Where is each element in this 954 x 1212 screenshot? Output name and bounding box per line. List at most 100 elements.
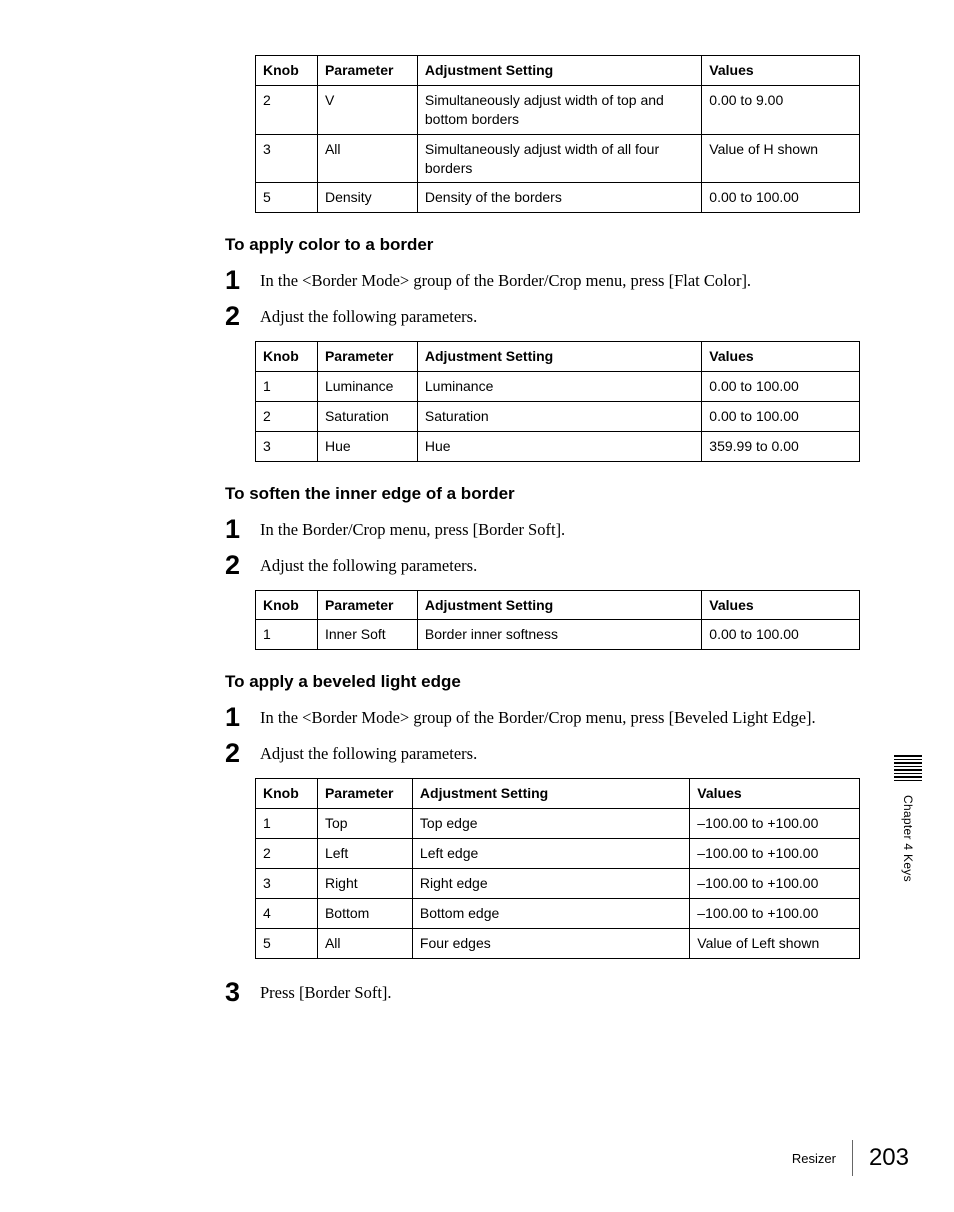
th-val: Values (702, 342, 860, 372)
step-number: 1 (225, 510, 240, 549)
cell: Value of Left shown (690, 928, 860, 958)
table-row: 3 Right Right edge –100.00 to +100.00 (256, 868, 860, 898)
th-knob: Knob (256, 56, 318, 86)
table-row: 1 Luminance Luminance 0.00 to 100.00 (256, 372, 860, 402)
cell: Bottom (317, 898, 412, 928)
step-text: Press [Border Soft]. (260, 983, 392, 1002)
cell: Saturation (417, 401, 701, 431)
cell: 2 (256, 85, 318, 134)
side-tab-label: Chapter 4 Keys (901, 795, 915, 882)
step-number: 1 (225, 261, 240, 300)
side-tab-bars-icon (894, 755, 922, 781)
cell: 3 (256, 868, 318, 898)
cell: Saturation (317, 401, 417, 431)
cell: 0.00 to 100.00 (702, 401, 860, 431)
th-param: Parameter (317, 342, 417, 372)
cell: 0.00 to 100.00 (702, 620, 860, 650)
step-item: 3 Press [Border Soft]. (225, 981, 864, 1005)
th-val: Values (702, 590, 860, 620)
cell: 1 (256, 372, 318, 402)
step-number: 2 (225, 734, 240, 773)
cell: 4 (256, 898, 318, 928)
cell: 5 (256, 183, 318, 213)
footer-divider (852, 1140, 853, 1176)
cell: 2 (256, 401, 318, 431)
step-number: 2 (225, 297, 240, 336)
steps-beveled-edge: 1 In the <Border Mode> group of the Bord… (225, 706, 864, 766)
table-row: 1 Top Top edge –100.00 to +100.00 (256, 809, 860, 839)
cell: Four edges (412, 928, 689, 958)
th-knob: Knob (256, 590, 318, 620)
cell: –100.00 to +100.00 (690, 839, 860, 869)
th-param: Parameter (317, 779, 412, 809)
cell: V (317, 85, 417, 134)
color-params-table: Knob Parameter Adjustment Setting Values… (255, 341, 860, 462)
table-row: 2 V Simultaneously adjust width of top a… (256, 85, 860, 134)
table-row: 4 Bottom Bottom edge –100.00 to +100.00 (256, 898, 860, 928)
steps-beveled-edge-3: 3 Press [Border Soft]. (225, 981, 864, 1005)
cell: Simultaneously adjust width of top and b… (417, 85, 701, 134)
steps-apply-color: 1 In the <Border Mode> group of the Bord… (225, 269, 864, 329)
table-row: 2 Saturation Saturation 0.00 to 100.00 (256, 401, 860, 431)
step-text: In the <Border Mode> group of the Border… (260, 708, 816, 727)
step-text: Adjust the following parameters. (260, 556, 477, 575)
step-item: 2 Adjust the following parameters. (225, 554, 864, 578)
cell: Top (317, 809, 412, 839)
table-row: 5 All Four edges Value of Left shown (256, 928, 860, 958)
th-val: Values (702, 56, 860, 86)
cell: Right (317, 868, 412, 898)
th-param: Parameter (317, 56, 417, 86)
cell: Left (317, 839, 412, 869)
cell: –100.00 to +100.00 (690, 898, 860, 928)
heading-beveled-edge: To apply a beveled light edge (225, 672, 864, 692)
th-adj: Adjustment Setting (417, 342, 701, 372)
table-row: 2 Left Left edge –100.00 to +100.00 (256, 839, 860, 869)
cell: 5 (256, 928, 318, 958)
table-row: 1 Inner Soft Border inner softness 0.00 … (256, 620, 860, 650)
cell: Value of H shown (702, 134, 860, 183)
cell: Border inner softness (417, 620, 701, 650)
cell: 0.00 to 100.00 (702, 183, 860, 213)
cell: 2 (256, 839, 318, 869)
page-footer: Resizer 203 (792, 1140, 909, 1176)
step-text: In the Border/Crop menu, press [Border S… (260, 520, 565, 539)
step-item: 1 In the Border/Crop menu, press [Border… (225, 518, 864, 542)
cell: –100.00 to +100.00 (690, 868, 860, 898)
footer-page-number: 203 (869, 1144, 909, 1172)
cell: Density of the borders (417, 183, 701, 213)
cell: Left edge (412, 839, 689, 869)
cell: Hue (417, 431, 701, 461)
steps-soften-edge: 1 In the Border/Crop menu, press [Border… (225, 518, 864, 578)
th-param: Parameter (317, 590, 417, 620)
cell: 3 (256, 134, 318, 183)
cell: 359.99 to 0.00 (702, 431, 860, 461)
step-text: In the <Border Mode> group of the Border… (260, 271, 751, 290)
th-knob: Knob (256, 779, 318, 809)
cell: Hue (317, 431, 417, 461)
th-adj: Adjustment Setting (417, 56, 701, 86)
cell: Simultaneously adjust width of all four … (417, 134, 701, 183)
th-adj: Adjustment Setting (412, 779, 689, 809)
cell: Luminance (317, 372, 417, 402)
heading-apply-color: To apply color to a border (225, 235, 864, 255)
cell: Right edge (412, 868, 689, 898)
table-row: 5 Density Density of the borders 0.00 to… (256, 183, 860, 213)
cell: 1 (256, 809, 318, 839)
step-number: 2 (225, 546, 240, 585)
cell: Density (317, 183, 417, 213)
cell: –100.00 to +100.00 (690, 809, 860, 839)
footer-section-name: Resizer (792, 1151, 836, 1166)
cell: Luminance (417, 372, 701, 402)
border-width-table: Knob Parameter Adjustment Setting Values… (255, 55, 860, 213)
th-knob: Knob (256, 342, 318, 372)
step-text: Adjust the following parameters. (260, 744, 477, 763)
side-chapter-tab: Chapter 4 Keys (894, 755, 922, 882)
cell: 3 (256, 431, 318, 461)
step-number: 3 (225, 973, 240, 1012)
cell: 0.00 to 9.00 (702, 85, 860, 134)
cell: 1 (256, 620, 318, 650)
cell: Bottom edge (412, 898, 689, 928)
cell: 0.00 to 100.00 (702, 372, 860, 402)
step-item: 1 In the <Border Mode> group of the Bord… (225, 269, 864, 293)
cell: Inner Soft (317, 620, 417, 650)
